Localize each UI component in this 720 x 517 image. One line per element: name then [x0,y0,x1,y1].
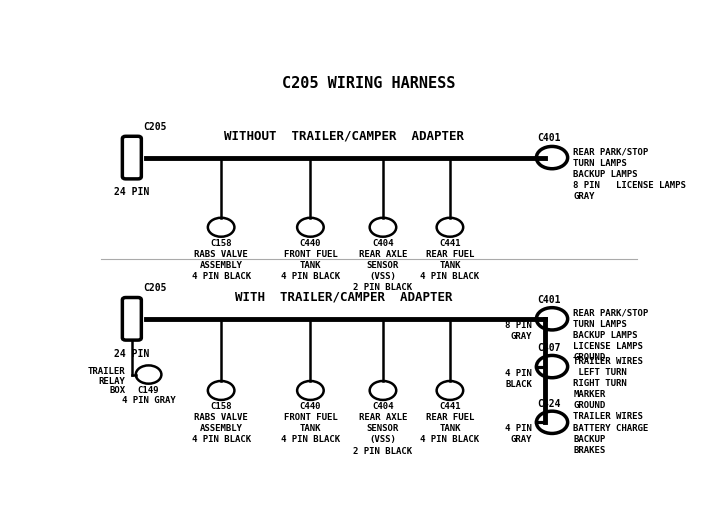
Text: RABS VALVE: RABS VALVE [194,413,248,422]
Text: GRAY: GRAY [510,435,532,445]
Text: BRAKES: BRAKES [573,446,606,455]
Text: BATTERY CHARGE: BATTERY CHARGE [573,423,649,433]
Text: TANK: TANK [439,261,461,270]
Text: C424: C424 [538,399,561,409]
Text: GROUND: GROUND [573,354,606,362]
Text: C441: C441 [439,239,461,248]
Text: TANK: TANK [300,261,321,270]
Text: C158: C158 [210,402,232,411]
FancyBboxPatch shape [122,136,141,179]
FancyBboxPatch shape [122,297,141,340]
Text: C440: C440 [300,239,321,248]
Text: 2 PIN BLACK: 2 PIN BLACK [354,283,413,292]
Text: C404: C404 [372,239,394,248]
Text: TURN LAMPS: TURN LAMPS [573,320,627,329]
Text: REAR PARK/STOP: REAR PARK/STOP [573,148,649,157]
Text: (VSS): (VSS) [369,435,397,445]
Text: WITHOUT  TRAILER/CAMPER  ADAPTER: WITHOUT TRAILER/CAMPER ADAPTER [224,129,464,142]
Text: 4 PIN GRAY: 4 PIN GRAY [122,396,176,405]
Text: ASSEMBLY: ASSEMBLY [199,424,243,433]
Text: TANK: TANK [300,424,321,433]
Text: RELAY: RELAY [98,376,125,386]
Text: BACKUP LAMPS: BACKUP LAMPS [573,170,638,179]
Text: 8 PIN: 8 PIN [505,321,532,330]
Text: WITH  TRAILER/CAMPER  ADAPTER: WITH TRAILER/CAMPER ADAPTER [235,291,453,303]
Text: REAR AXLE: REAR AXLE [359,250,407,259]
Text: 2 PIN BLACK: 2 PIN BLACK [354,447,413,455]
Text: BACKUP LAMPS: BACKUP LAMPS [573,331,638,340]
Text: TRAILER: TRAILER [88,367,125,375]
Text: LICENSE LAMPS: LICENSE LAMPS [573,342,643,351]
Text: (VSS): (VSS) [369,272,397,281]
Text: GRAY: GRAY [573,192,595,201]
Text: C440: C440 [300,402,321,411]
Text: C407: C407 [538,343,561,353]
Text: 8 PIN   LICENSE LAMPS: 8 PIN LICENSE LAMPS [573,181,686,190]
Text: 4 PIN: 4 PIN [505,369,532,377]
Text: REAR FUEL: REAR FUEL [426,413,474,422]
Text: C441: C441 [439,402,461,411]
Text: C401: C401 [538,133,561,143]
Text: SENSOR: SENSOR [366,424,399,433]
Text: 24 PIN: 24 PIN [114,188,150,197]
Text: REAR FUEL: REAR FUEL [426,250,474,259]
Text: 4 PIN BLACK: 4 PIN BLACK [420,272,480,281]
Text: MARKER: MARKER [573,390,606,399]
Text: GROUND: GROUND [573,401,606,410]
Text: C404: C404 [372,402,394,411]
Text: FRONT FUEL: FRONT FUEL [284,250,337,259]
Text: SENSOR: SENSOR [366,261,399,270]
Text: 4 PIN BLACK: 4 PIN BLACK [420,435,480,445]
Text: C205: C205 [143,283,166,293]
Text: C149: C149 [138,386,159,394]
Text: REAR PARK/STOP: REAR PARK/STOP [573,309,649,318]
Text: RIGHT TURN: RIGHT TURN [573,379,627,388]
Text: TRAILER WIRES: TRAILER WIRES [573,357,643,366]
Text: TURN LAMPS: TURN LAMPS [573,159,627,168]
Text: BOX: BOX [109,387,125,396]
Text: 4 PIN: 4 PIN [505,424,532,433]
Text: TANK: TANK [439,424,461,433]
Text: 24 PIN: 24 PIN [114,348,150,359]
Text: C205 WIRING HARNESS: C205 WIRING HARNESS [282,76,456,91]
Text: RABS VALVE: RABS VALVE [194,250,248,259]
Text: C401: C401 [538,295,561,305]
Text: GRAY: GRAY [510,332,532,341]
Text: TRAILER WIRES: TRAILER WIRES [573,413,643,421]
Text: 4 PIN BLACK: 4 PIN BLACK [192,272,251,281]
Text: 4 PIN BLACK: 4 PIN BLACK [192,435,251,445]
Text: 4 PIN BLACK: 4 PIN BLACK [281,435,340,445]
Text: BACKUP: BACKUP [573,435,606,444]
Text: ASSEMBLY: ASSEMBLY [199,261,243,270]
Text: REAR AXLE: REAR AXLE [359,413,407,422]
Text: 4 PIN BLACK: 4 PIN BLACK [281,272,340,281]
Text: BLACK: BLACK [505,379,532,389]
Text: LEFT TURN: LEFT TURN [573,368,627,377]
Text: C158: C158 [210,239,232,248]
Text: C205: C205 [143,121,166,132]
Text: FRONT FUEL: FRONT FUEL [284,413,337,422]
